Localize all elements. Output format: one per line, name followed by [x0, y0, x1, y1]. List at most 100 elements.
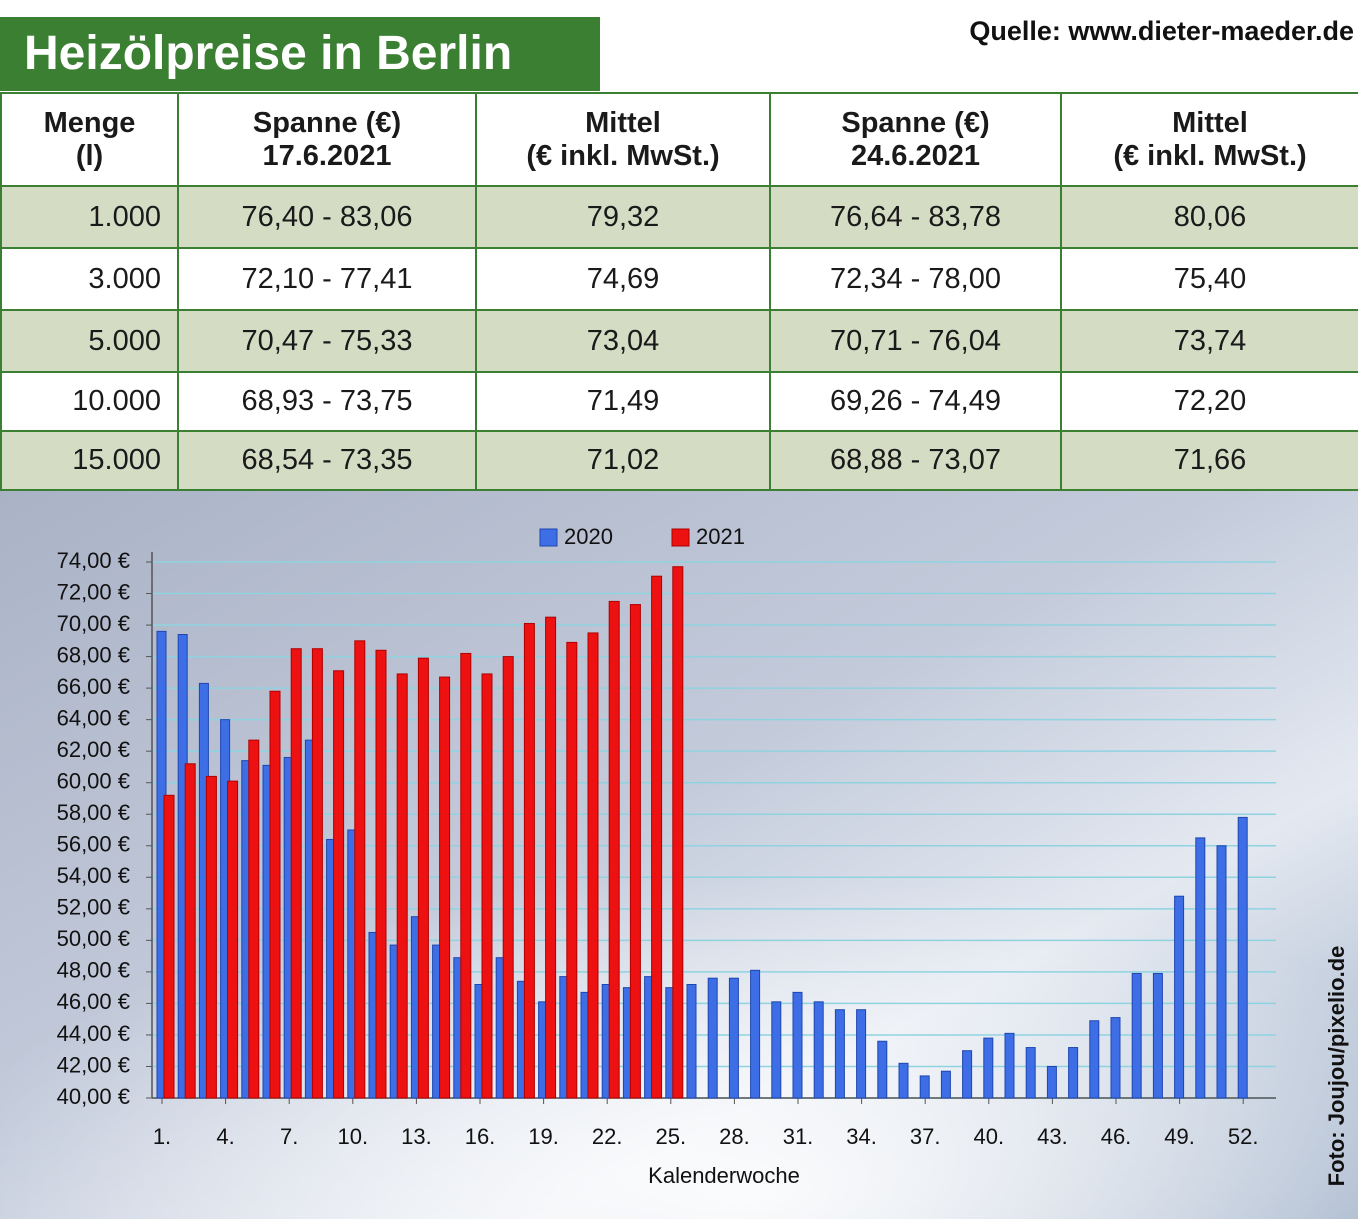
header-line: 17.6.2021 [262, 139, 392, 172]
table-cell: 68,93 - 73,75 [177, 371, 477, 432]
table-cell: 68,88 - 73,07 [769, 430, 1062, 491]
bar [311, 648, 323, 1099]
x-tick-label: 16. [465, 1124, 496, 1149]
x-tick-label: 28. [719, 1124, 750, 1149]
bar [248, 739, 260, 1099]
bar [1068, 1047, 1079, 1099]
bar [163, 794, 175, 1099]
header-line: Mittel [585, 106, 661, 139]
y-tick-label: 40,00 € [57, 1084, 130, 1109]
bar [502, 656, 514, 1099]
x-tick-label: 34. [846, 1124, 877, 1149]
y-tick-label: 44,00 € [57, 1021, 130, 1046]
table-cell: 5.000 [0, 309, 179, 373]
y-tick-label: 48,00 € [57, 958, 130, 983]
y-tick-label: 68,00 € [57, 642, 130, 667]
bar [354, 640, 366, 1099]
x-tick-label: 43. [1037, 1124, 1068, 1149]
x-tick-label: 1. [153, 1124, 171, 1149]
table-row: 5.000 70,47 - 75,33 73,04 70,71 - 76,04 73,7… [0, 309, 1358, 373]
bar [417, 657, 429, 1099]
header-line: (€ inkl. MwSt.) [526, 139, 720, 172]
table-row: 1.000 76,40 - 83,06 79,32 76,64 - 83,78 80,0… [0, 185, 1358, 249]
chart: Kalenderwoche Foto: Joujou/pixelio.de 40… [0, 491, 1358, 1219]
bar [856, 1009, 867, 1099]
bar [396, 673, 408, 1099]
header-line: (l) [75, 139, 104, 172]
x-tick-label: 52. [1228, 1124, 1259, 1149]
bar [523, 622, 535, 1099]
x-tick-label: 40. [974, 1124, 1005, 1149]
table-cell: 80,06 [1060, 185, 1358, 249]
table-cell: 76,64 - 83,78 [769, 185, 1062, 249]
bar [481, 673, 493, 1099]
legend-swatch [671, 528, 690, 547]
header-cell: Mittel (€ inkl. MwSt.) [1060, 92, 1358, 187]
table-cell: 73,74 [1060, 309, 1358, 373]
legend-swatch [539, 528, 558, 547]
table-row: 3.000 72,10 - 77,41 74,69 72,34 - 78,00 75,4… [0, 247, 1358, 311]
y-tick-label: 56,00 € [57, 832, 130, 857]
table-cell: 72,34 - 78,00 [769, 247, 1062, 311]
table-cell: 3.000 [0, 247, 179, 311]
header-line: 24.6.2021 [850, 139, 980, 172]
bar [962, 1050, 973, 1099]
bar [545, 616, 557, 1099]
x-tick-label: 10. [338, 1124, 369, 1149]
y-tick-label: 58,00 € [57, 800, 130, 825]
header-row: Menge (l) Spanne (€) 17.6.2021 Mittel (€ inkl… [0, 92, 1358, 187]
header-line: (€ inkl. MwSt.) [1113, 139, 1307, 172]
x-tick-label: 25. [656, 1124, 687, 1149]
bar [919, 1075, 930, 1099]
y-tick-label: 62,00 € [57, 737, 130, 762]
bar [460, 652, 472, 1099]
bar [1237, 816, 1248, 1099]
table-cell: 15.000 [0, 430, 179, 491]
table-cell: 70,71 - 76,04 [769, 309, 1062, 373]
table-cell: 71,66 [1060, 430, 1358, 491]
header-cell: Spanne (€) 17.6.2021 [177, 92, 477, 187]
table-row: 15.000 68,54 - 73,35 71,02 68,88 - 73,07 71,… [0, 430, 1358, 491]
header-cell: Menge (l) [0, 92, 179, 187]
bar [1195, 837, 1206, 1099]
bar [375, 649, 387, 1099]
table-cell: 73,04 [475, 309, 771, 373]
bar [587, 632, 599, 1099]
y-tick-label: 52,00 € [57, 895, 130, 920]
y-tick-label: 54,00 € [57, 863, 130, 888]
photo-credit: Foto: Joujou/pixelio.de [1324, 946, 1349, 1187]
y-tick-label: 74,00 € [57, 548, 130, 573]
title: Heizölpreise in Berlin [0, 17, 600, 91]
header-line: Spanne (€) [252, 106, 402, 139]
bar [834, 1009, 845, 1099]
bar [686, 983, 697, 1099]
table-cell: 76,40 - 83,06 [177, 185, 477, 249]
y-tick-label: 64,00 € [57, 705, 130, 730]
bar [184, 763, 196, 1099]
bar [792, 991, 803, 1099]
table-cell: 69,26 - 74,49 [769, 371, 1062, 432]
bar [750, 969, 761, 1099]
bar [728, 977, 739, 1099]
bar [290, 648, 302, 1099]
table-cell: 75,40 [1060, 247, 1358, 311]
table-cell: 79,32 [475, 185, 771, 249]
bar [333, 670, 345, 1099]
bar [227, 780, 239, 1099]
x-axis-label: Kalenderwoche [648, 1163, 800, 1188]
bar [1004, 1032, 1015, 1099]
y-tick-label: 42,00 € [57, 1052, 130, 1077]
header-cell: Mittel (€ inkl. MwSt.) [475, 92, 771, 187]
header-cell: Spanne (€) 24.6.2021 [769, 92, 1062, 187]
bar [898, 1062, 909, 1099]
legend-label: 2021 [696, 524, 745, 549]
bar [1089, 1020, 1100, 1099]
table-cell: 71,02 [475, 430, 771, 491]
bar [1174, 895, 1185, 1099]
bar [877, 1040, 888, 1099]
bar [566, 641, 578, 1099]
bar [983, 1037, 994, 1099]
x-tick-label: 49. [1164, 1124, 1195, 1149]
source: Quelle: www.dieter-maeder.de [969, 16, 1354, 46]
bar [629, 604, 641, 1099]
